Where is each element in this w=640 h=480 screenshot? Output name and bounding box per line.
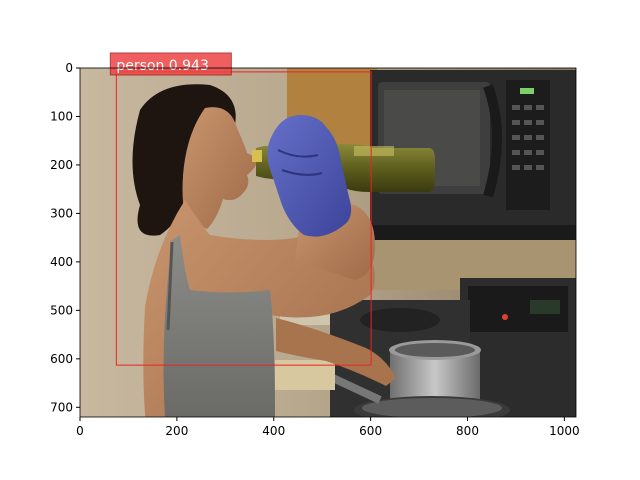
y-tick-label: 0 [65,61,73,75]
y-tick-label: 600 [50,352,73,366]
x-tick-label: 400 [262,424,285,438]
pot [389,340,481,400]
y-tick-label: 500 [50,303,73,317]
detection-label: person 0.943 [109,52,232,76]
x-tick-label: 800 [456,424,479,438]
y-axis: 0 100 200 300 400 500 600 700 [50,61,80,414]
frying-pan [318,368,510,417]
x-axis: 0 200 400 600 800 1000 [76,417,580,438]
detection-label-background [109,52,232,76]
axes-frame [79,67,577,418]
photo [80,68,576,417]
x-tick-label: 0 [76,424,84,438]
y-tick-label: 100 [50,109,73,123]
y-tick-label: 700 [50,400,73,414]
y-tick-label: 300 [50,206,73,220]
woman [132,84,396,417]
microwave [370,70,576,240]
x-tick-label: 1000 [549,424,580,438]
x-tick-label: 600 [359,424,382,438]
y-tick-label: 200 [50,158,73,172]
y-tick-label: 400 [50,255,73,269]
x-tick-label: 200 [165,424,188,438]
detection-bounding-box [115,71,372,366]
detection-label-text: person 0.943 [116,58,209,74]
